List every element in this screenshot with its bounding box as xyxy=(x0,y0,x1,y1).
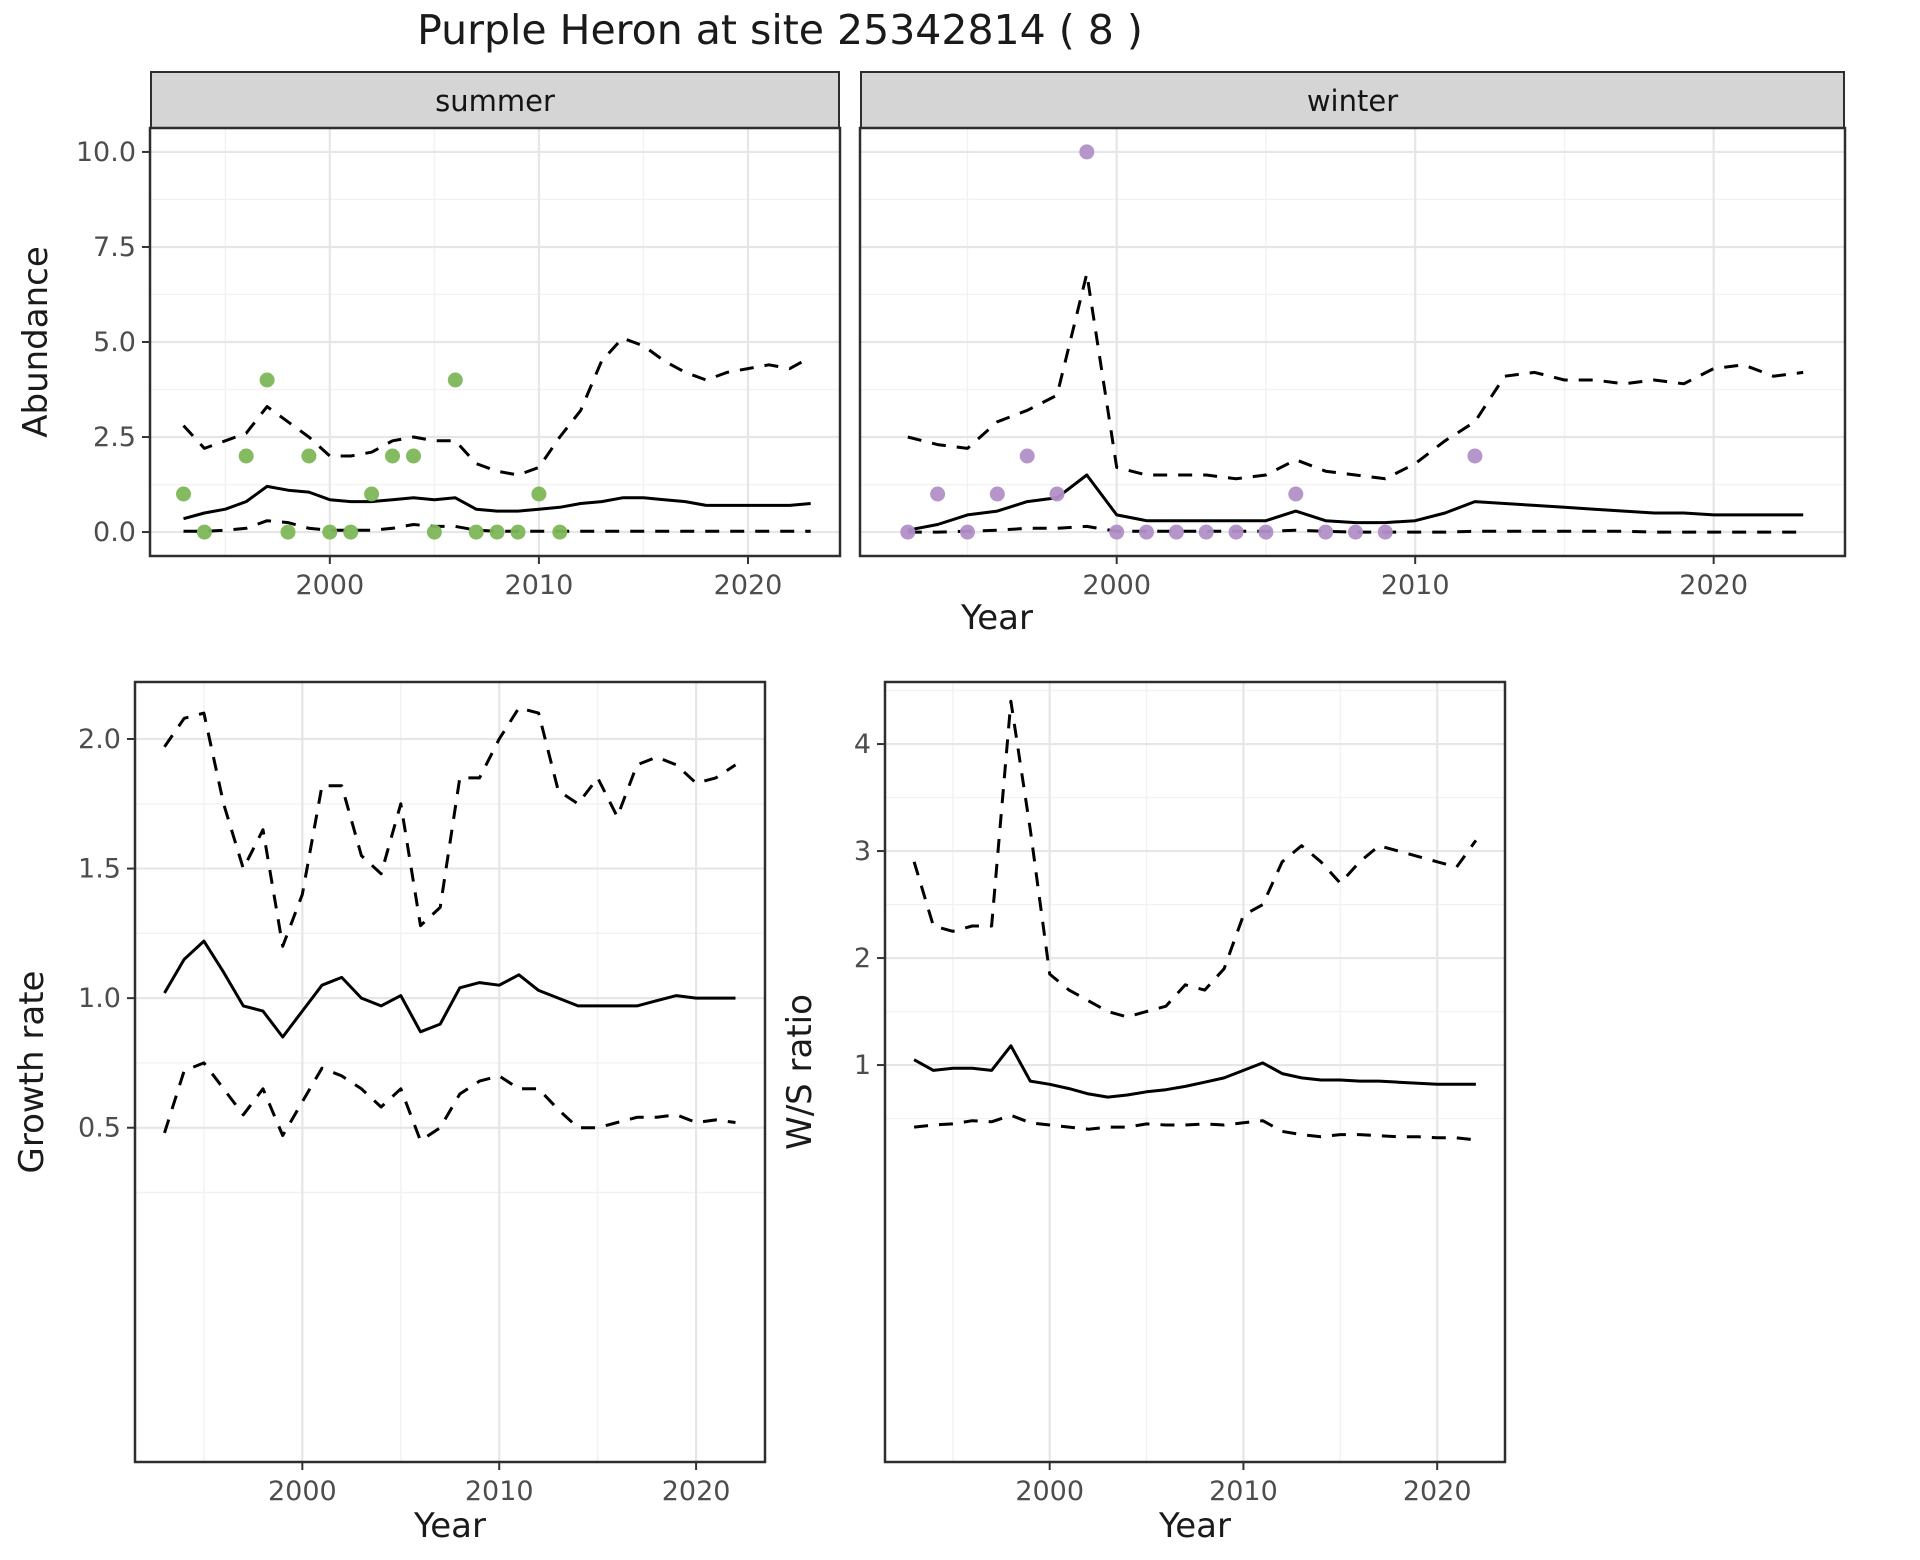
ws-ratio-median-line xyxy=(913,1044,1476,1099)
data-point xyxy=(447,372,463,388)
data-point xyxy=(280,524,296,540)
ws-ratio-x-axis-title: Year xyxy=(1159,1506,1231,1546)
data-point xyxy=(468,524,484,540)
data-point xyxy=(552,524,568,540)
panel-abundance-winter: 2000 2010 2020 xyxy=(858,126,1847,601)
data-point xyxy=(1348,524,1363,540)
x-tick-label: 2020 xyxy=(1403,1476,1472,1507)
abundance-summer-median-line xyxy=(183,484,811,521)
y-tick-label: 3 xyxy=(854,836,871,867)
x-tick-label: 2010 xyxy=(465,1476,534,1507)
panel-growth-rate: 2000 2010 2020 0.5 1.0 1.5 2.0 xyxy=(78,680,767,1507)
panel-abundance-summer: 2000 2010 2020 0.0 2.5 5.0 7.5 10.0 xyxy=(76,126,842,601)
data-point xyxy=(1049,486,1065,502)
facet-strip-summer-label: summer xyxy=(435,83,555,118)
y-tick-label: 1.0 xyxy=(78,983,121,1014)
top-x-axis-title: Year xyxy=(961,598,1033,638)
y-tick-label: 5.0 xyxy=(93,327,136,358)
y-tick-label: 10.0 xyxy=(76,137,136,168)
data-point xyxy=(301,448,317,464)
growth-rate-upper-ci-line xyxy=(163,706,737,948)
y-tick-label: 1 xyxy=(854,1050,871,1081)
panel-ws-ratio: 2000 2010 2020 1 2 3 4 xyxy=(854,680,1507,1507)
x-tick-label: 2010 xyxy=(1381,570,1450,601)
ws-ratio-lower-ci-line xyxy=(913,1113,1477,1142)
data-point xyxy=(1139,524,1154,540)
data-point xyxy=(531,486,547,502)
data-point xyxy=(1467,448,1483,464)
data-point xyxy=(1019,448,1035,464)
x-tick-label: 2010 xyxy=(505,570,574,601)
abundance-winter-observed-counts xyxy=(900,144,1483,540)
x-tick-label: 2020 xyxy=(1679,570,1748,601)
data-point xyxy=(364,486,380,502)
data-point xyxy=(1377,524,1393,540)
x-tick-label: 2000 xyxy=(1015,1476,1084,1507)
data-point xyxy=(426,524,442,540)
y-tick-label: 2.5 xyxy=(93,422,136,453)
abundance-summer-lower-ci-line xyxy=(183,519,811,533)
x-tick-label: 2010 xyxy=(1209,1476,1278,1507)
y-tick-label: 1.5 xyxy=(78,854,121,885)
y-tick-label: 7.5 xyxy=(93,232,136,263)
data-point xyxy=(343,524,359,540)
x-tick-label: 2020 xyxy=(714,570,783,601)
x-tick-label: 2000 xyxy=(295,570,364,601)
data-point xyxy=(1228,524,1244,540)
growth-rate-median-line xyxy=(163,939,736,1039)
data-point xyxy=(176,486,191,502)
data-point xyxy=(1318,524,1334,540)
data-point xyxy=(960,524,975,540)
data-point xyxy=(406,448,421,464)
y-tick-label: 2.0 xyxy=(78,724,121,755)
data-point xyxy=(489,524,505,540)
growth-rate-x-axis-title: Year xyxy=(414,1506,486,1546)
data-point xyxy=(1168,524,1184,540)
data-point xyxy=(1258,524,1274,540)
abundance-winter-upper-ci-line xyxy=(907,272,1804,481)
y-tick-label: 0.5 xyxy=(78,1113,121,1144)
y-tick-label: 4 xyxy=(854,729,871,760)
data-point xyxy=(900,524,916,540)
data-point xyxy=(196,524,212,540)
abundance-summer-observed-counts xyxy=(176,372,568,540)
x-tick-label: 2020 xyxy=(662,1476,731,1507)
x-tick-label: 2000 xyxy=(268,1476,337,1507)
x-tick-label: 2000 xyxy=(1082,570,1151,601)
data-point xyxy=(322,524,338,540)
y-tick-label: 2 xyxy=(854,943,871,974)
facet-strip-winter: winter xyxy=(860,71,1845,130)
data-point xyxy=(989,486,1005,502)
data-point xyxy=(510,524,526,540)
data-point xyxy=(1109,524,1125,540)
data-point xyxy=(385,448,400,464)
data-point xyxy=(1198,524,1214,540)
facet-strip-winter-label: winter xyxy=(1306,83,1399,118)
data-point xyxy=(238,448,254,464)
abundance-summer-upper-ci-line xyxy=(182,336,812,477)
data-point xyxy=(930,486,946,502)
data-point xyxy=(1288,486,1304,502)
data-point xyxy=(259,372,275,388)
figure-title: Purple Heron at site 25342814 ( 8 ) xyxy=(417,6,1143,54)
data-point xyxy=(1079,144,1095,160)
y-tick-label: 0.0 xyxy=(93,517,136,548)
growth-rate-lower-ci-line xyxy=(163,1061,736,1143)
facet-strip-summer: summer xyxy=(150,71,840,130)
